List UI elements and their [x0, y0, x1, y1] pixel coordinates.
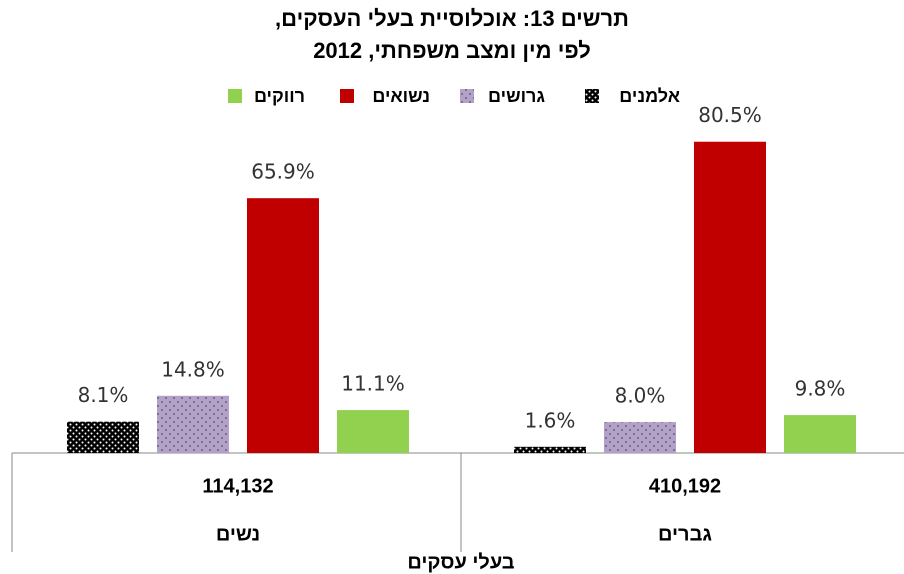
- legend-label: נשואים: [372, 86, 430, 106]
- bar: [157, 395, 229, 453]
- chart-title: לפי מין ומצב משפחתי, 2012: [313, 38, 591, 63]
- x-tick-label: 114,132: [202, 475, 273, 497]
- chart-title: תרשים 13: אוכלוסיית בעלי העסקים,: [275, 6, 629, 31]
- data-label: 8.0%: [615, 384, 666, 408]
- data-label: 1.6%: [525, 408, 576, 432]
- bar: [514, 446, 586, 453]
- data-label: 11.1%: [341, 372, 405, 396]
- legend-swatch: [585, 89, 599, 103]
- bar: [337, 410, 409, 453]
- bar: [694, 141, 766, 453]
- data-label: 14.8%: [161, 357, 225, 381]
- data-label: 80.5%: [698, 103, 762, 127]
- legend-swatch: [228, 89, 242, 103]
- bar: [784, 415, 856, 453]
- legend-label: רווקים: [254, 86, 305, 106]
- bar: [247, 198, 319, 453]
- legend-label: גרושים: [488, 86, 545, 106]
- x-tick-label: גברים: [658, 523, 712, 545]
- legend-label: אלמנים: [619, 86, 680, 106]
- bar: [67, 421, 139, 453]
- x-tick-label: נשים: [216, 523, 260, 545]
- legend-swatch: [340, 89, 354, 103]
- x-tick-label: 410,192: [649, 475, 721, 497]
- legend-swatch: [460, 89, 474, 103]
- bar: [604, 422, 676, 453]
- data-label: 8.1%: [78, 383, 129, 407]
- data-label: 65.9%: [251, 160, 315, 184]
- x-axis-title: בעלי עסקים: [407, 551, 514, 573]
- data-label: 9.8%: [795, 377, 846, 401]
